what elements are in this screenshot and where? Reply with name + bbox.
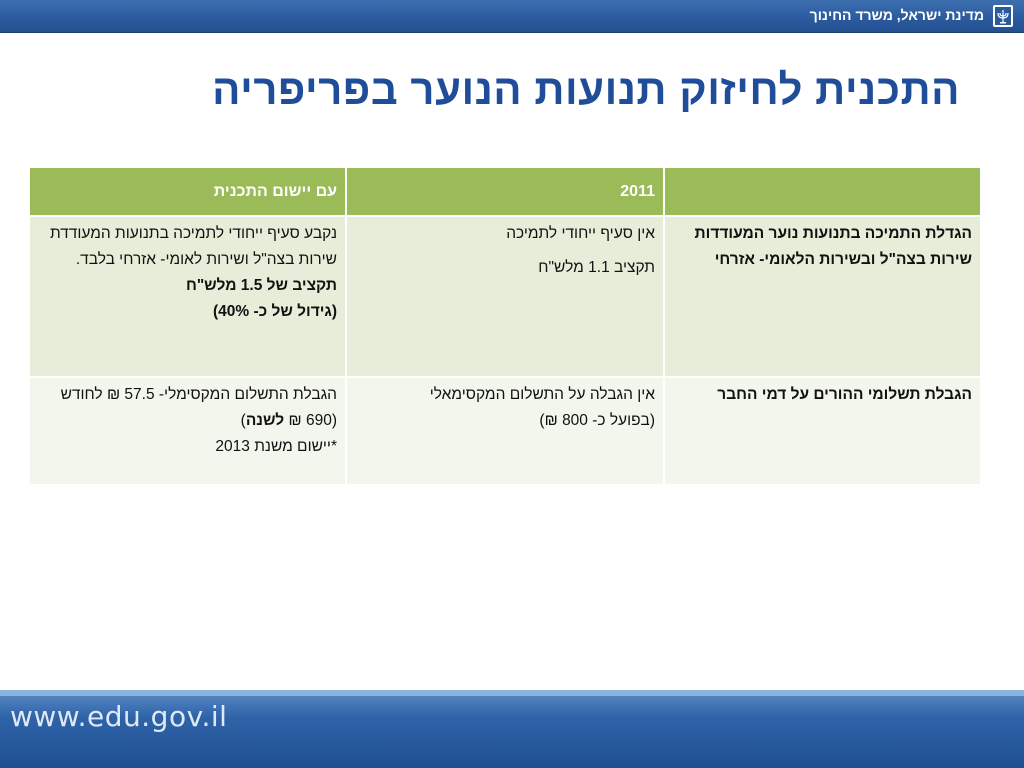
footer-bar: www.edu.gov.il xyxy=(0,690,1024,768)
site-url: www.edu.gov.il xyxy=(10,700,228,733)
table-header-row: 2011 עם יישום התכנית xyxy=(28,166,982,217)
cell-text: אין סעיף ייחודי לתמיכה xyxy=(506,225,655,242)
cell-text: הגבלת התשלום המקסימלי- 57.5 ₪ לחודש (690… xyxy=(60,386,337,429)
cell-bold-text: (גידול של כ- 40%) xyxy=(212,303,337,320)
comparison-table: 2011 עם יישום התכנית הגדלת התמיכה בתנועו… xyxy=(28,166,982,486)
page-title: התכנית לחיזוק תנועות הנוער בפריפריה xyxy=(212,66,960,113)
cell-text: נקבע סעיף ייחודי לתמיכה בתנועות המעודדת … xyxy=(49,225,337,268)
table-row: הגבלת תשלומי ההורים על דמי החבר אין הגבל… xyxy=(28,376,982,486)
header-cell-2011: 2011 xyxy=(345,166,665,217)
cell-with-plan: נקבע סעיף ייחודי לתמיכה בתנועות המעודדת … xyxy=(28,215,347,378)
cell-bold-text: תקציב של 1.5 מלש"ח xyxy=(185,277,337,294)
top-bar: מדינת ישראל, משרד החינוך xyxy=(0,0,1024,33)
cell-with-plan: הגבלת התשלום המקסימלי- 57.5 ₪ לחודש (690… xyxy=(28,376,347,486)
cell-text: ) xyxy=(240,412,246,429)
header-cell-with-plan: עם יישום התכנית xyxy=(28,166,347,217)
cell-text: (בפועל כ- 800 ₪) xyxy=(539,412,655,429)
header-cell-topic xyxy=(663,166,982,217)
cell-2011: אין הגבלה על התשלום המקסימאלי (בפועל כ- … xyxy=(345,376,665,486)
cell-2011: אין סעיף ייחודי לתמיכה תקציב 1.1 מלש"ח xyxy=(345,215,665,378)
menorah-emblem-icon xyxy=(992,4,1014,28)
ministry-name: מדינת ישראל, משרד החינוך xyxy=(809,7,984,23)
cell-bold-text: לשנה xyxy=(245,412,285,429)
cell-note: *יישום משנת 2013 xyxy=(215,438,337,455)
cell-text: אין הגבלה על התשלום המקסימאלי xyxy=(429,386,655,403)
row-label: הגבלת תשלומי ההורים על דמי החבר xyxy=(663,376,982,486)
row-label: הגדלת התמיכה בתנועות נוער המעודדות שירות… xyxy=(663,215,982,378)
cell-text: תקציב 1.1 מלש"ח xyxy=(538,259,655,276)
table-row: הגדלת התמיכה בתנועות נוער המעודדות שירות… xyxy=(28,215,982,378)
